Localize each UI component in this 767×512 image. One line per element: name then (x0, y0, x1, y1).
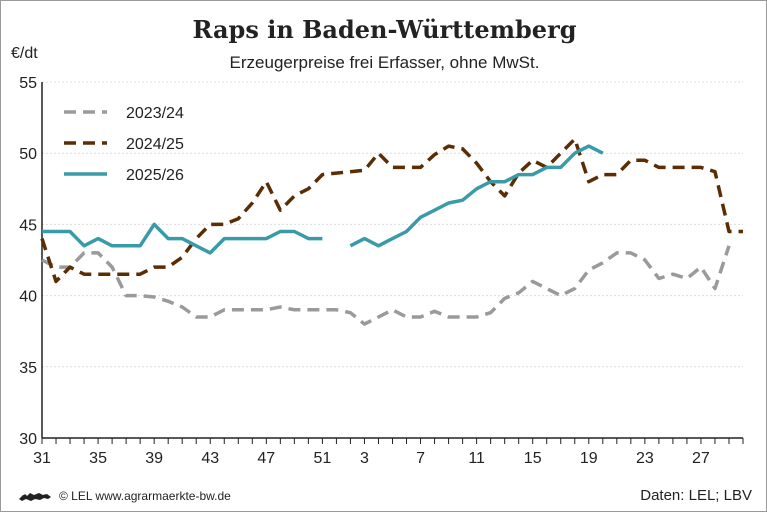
x-tick-label-19: 19 (580, 450, 598, 467)
x-tick-label-39: 39 (145, 450, 163, 467)
x-tick-label-7: 7 (416, 450, 425, 467)
y-tick-label-45: 45 (19, 217, 37, 234)
y-tick-label-30: 30 (19, 431, 37, 448)
data-source: Daten: LEL; LBV (640, 487, 752, 504)
y-axis-unit: €/dt (11, 45, 38, 62)
x-tick-label-51: 51 (314, 450, 332, 467)
legend-label-2024-25: 2024/25 (126, 136, 184, 153)
x-tick-label-27: 27 (692, 450, 710, 467)
footer-copyright: © LEL www.agrarmaerkte-bw.de (17, 489, 231, 503)
legend-label-2023-24: 2023/24 (126, 105, 184, 122)
series-line-2025-26-seg1 (42, 222, 323, 255)
x-tick-label-23: 23 (636, 450, 654, 467)
series-line-2025-26-seg2 (349, 144, 604, 248)
chart-title: Raps in Baden-Württemberg (192, 15, 577, 44)
x-tick-label-43: 43 (201, 450, 219, 467)
y-tick-label-40: 40 (19, 289, 37, 306)
x-tick-label-15: 15 (524, 450, 542, 467)
x-tick-label-31: 31 (33, 450, 51, 467)
y-tick-label-35: 35 (19, 360, 37, 377)
x-tick-label-3: 3 (360, 450, 369, 467)
series-line-2024-25 (40, 137, 743, 284)
series-line-2023-24 (41, 245, 731, 326)
y-tick-label-55: 55 (19, 75, 37, 92)
chart-subtitle: Erzeugerpreise frei Erfasser, ohne MwSt. (229, 53, 540, 72)
x-tick-label-35: 35 (89, 450, 107, 467)
x-tick-label-47: 47 (257, 450, 275, 467)
x-tick-label-11: 11 (468, 450, 485, 467)
copyright-text: © LEL www.agrarmaerkte-bw.de (59, 489, 231, 503)
lion-logo-icon (19, 493, 51, 501)
y-tick-label-50: 50 (19, 146, 37, 163)
legend-label-2025-26: 2025/26 (126, 167, 184, 184)
